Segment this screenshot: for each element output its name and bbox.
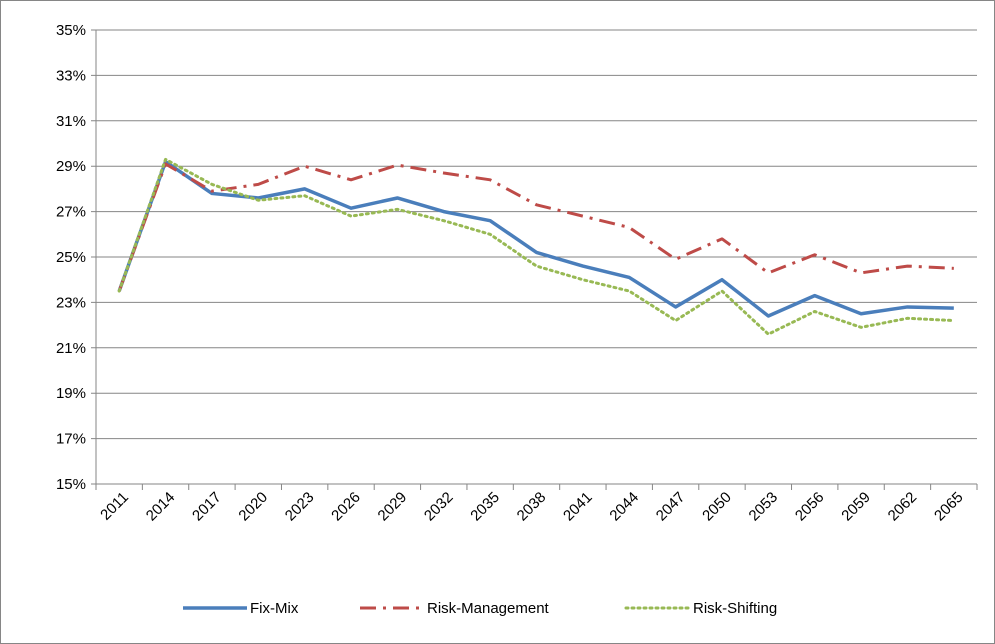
- series-line: [117, 159, 954, 318]
- y-tick-label: 33%: [56, 67, 86, 84]
- legend-label: Fix-Mix: [250, 600, 299, 617]
- y-tick-label: 19%: [56, 385, 86, 402]
- y-tick-label: 15%: [56, 476, 86, 493]
- y-tick-label: 25%: [56, 249, 86, 266]
- series-line: [117, 157, 956, 336]
- y-tick-label: 21%: [56, 340, 86, 357]
- legend-label: Risk-Shifting: [693, 600, 777, 617]
- legend-label: Risk-Management: [427, 600, 550, 617]
- series-line: [117, 162, 954, 292]
- y-tick-label: 35%: [56, 22, 86, 39]
- y-tick-label: 27%: [56, 204, 86, 221]
- y-tick-label: 17%: [56, 431, 86, 448]
- y-tick-label: 23%: [56, 294, 86, 311]
- y-tick-label: 31%: [56, 113, 86, 130]
- y-tick-label: 29%: [56, 158, 86, 175]
